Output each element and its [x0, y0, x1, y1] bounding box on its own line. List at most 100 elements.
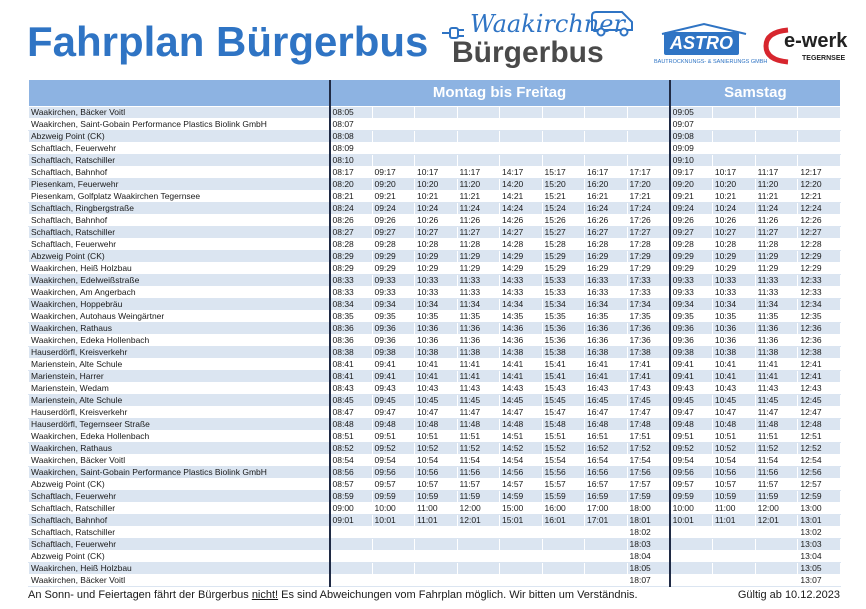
- weekday-time-cell: [584, 561, 628, 575]
- stop-name-cell: Waakirchen, Hoppebräu: [28, 297, 331, 311]
- stop-name-cell: Waakirchen, Rathaus: [28, 441, 331, 455]
- saturday-time-cell: 10:24: [711, 201, 756, 215]
- weekday-time-cell: 14:56: [499, 465, 543, 479]
- weekday-time-cell: 15:33: [541, 285, 585, 299]
- saturday-time-cell: 10:33: [711, 285, 756, 299]
- weekday-time-cell: 10:36: [414, 321, 458, 335]
- weekday-time-cell: [414, 525, 458, 539]
- saturday-time-cell: 11:57: [754, 477, 799, 491]
- weekday-time-cell: 14:41: [499, 357, 543, 371]
- stop-name-cell: Hauserdörfl, Tegernseer Straße: [28, 417, 331, 431]
- weekday-time-cell: 11:33: [456, 273, 500, 287]
- weekday-time-cell: 16:36: [584, 333, 628, 347]
- weekday-time-cell: [456, 129, 500, 143]
- weekday-time-cell: [456, 525, 500, 539]
- weekday-time-cell: [456, 573, 500, 587]
- weekday-time-cell: 10:47: [414, 405, 458, 419]
- weekday-time-cell: 08:28: [329, 237, 373, 251]
- weekday-time-cell: 16:24: [584, 201, 628, 215]
- weekday-time-cell: 11:24: [456, 201, 500, 215]
- weekday-time-cell: 11:35: [456, 309, 500, 323]
- weekday-time-cell: 15:17: [541, 165, 585, 179]
- weekday-time-cell: 17:01: [584, 513, 628, 527]
- weekday-time-cell: 08:09: [329, 141, 373, 155]
- weekday-time-cell: 17:38: [626, 345, 671, 359]
- weekday-time-cell: 14:59: [499, 489, 543, 503]
- stop-name-cell: Waakirchen, Edelweißstraße: [28, 273, 331, 287]
- saturday-time-cell: [754, 525, 799, 539]
- weekday-time-cell: 16:45: [584, 393, 628, 407]
- saturday-time-cell: 10:29: [711, 261, 756, 275]
- weekday-time-cell: 08:34: [329, 297, 373, 311]
- weekday-time-cell: 09:26: [371, 213, 415, 227]
- weekday-time-cell: 10:27: [414, 225, 458, 239]
- saturday-time-cell: [797, 105, 842, 119]
- stop-name-cell: Schaftlach, Feuerwehr: [28, 537, 331, 551]
- table-row: Waakirchen, Rathaus 08:52 09:52 10:52 11:52 1…: [28, 441, 842, 455]
- weekday-time-cell: 08:07: [329, 117, 373, 131]
- saturday-time-cell: 12:41: [797, 357, 842, 371]
- weekday-time-cell: 10:59: [414, 489, 458, 503]
- stop-name-cell: Abzweig Point (CK): [28, 249, 331, 263]
- stop-name-cell: Waakirchen, Bäcker Voitl: [28, 573, 331, 587]
- weekday-time-cell: 11:34: [456, 297, 500, 311]
- saturday-time-cell: 10:26: [711, 213, 756, 227]
- weekday-time-cell: [499, 549, 543, 563]
- weekday-time-cell: 09:36: [371, 321, 415, 335]
- weekday-time-cell: 08:48: [329, 417, 373, 431]
- saturday-time-cell: 10:59: [711, 489, 756, 503]
- saturday-time-cell: [754, 537, 799, 551]
- weekday-time-cell: 10:36: [414, 333, 458, 347]
- weekday-time-cell: 08:29: [329, 249, 373, 263]
- saturday-time-cell: 12:27: [797, 225, 842, 239]
- table-row: Schaftlach, Ratschiller 08:27 09:27 10:27 11…: [28, 225, 842, 239]
- saturday-time-cell: 13:04: [797, 549, 842, 563]
- weekday-time-cell: [541, 573, 585, 587]
- stop-name-cell: Abzweig Point (CK): [28, 129, 331, 143]
- weekday-time-cell: [414, 129, 458, 143]
- table-row: Schaftlach, Ratschiller 18:02 13:02: [28, 525, 842, 539]
- stop-name-cell: Schaftlach, Bahnhof: [28, 165, 331, 179]
- weekday-time-cell: 15:21: [541, 189, 585, 203]
- weekday-time-cell: [499, 129, 543, 143]
- weekday-time-cell: [329, 537, 373, 551]
- saturday-time-cell: 11:28: [754, 237, 799, 251]
- weekday-time-cell: 16:20: [584, 177, 628, 191]
- saturday-time-cell: 11:29: [754, 261, 799, 275]
- weekday-time-cell: 08:59: [329, 489, 373, 503]
- weekday-time-cell: 15:54: [541, 453, 585, 467]
- saturday-time-cell: 12:20: [797, 177, 842, 191]
- weekday-time-cell: [541, 561, 585, 575]
- weekday-time-cell: [626, 117, 671, 131]
- weekday-time-cell: 09:29: [371, 261, 415, 275]
- weekday-time-cell: 11:38: [456, 345, 500, 359]
- weekday-time-cell: 16:34: [584, 297, 628, 311]
- weekday-time-cell: 10:57: [414, 477, 458, 491]
- weekday-time-cell: 14:29: [499, 261, 543, 275]
- weekday-time-cell: 08:54: [329, 453, 373, 467]
- weekday-header: Montag bis Freitag: [329, 80, 671, 106]
- weekday-time-cell: [371, 561, 415, 575]
- table-row: Hauserdörfl, Kreisverkehr 08:38 09:38 10:38…: [28, 345, 842, 359]
- saturday-time-cell: 11:33: [754, 285, 799, 299]
- weekday-time-cell: 14:27: [499, 225, 543, 239]
- weekday-time-cell: 09:35: [371, 309, 415, 323]
- weekday-time-cell: 11:20: [456, 177, 500, 191]
- saturday-time-cell: [797, 153, 842, 167]
- stop-name-cell: Waakirchen, Saint-Gobain Performance Pla…: [28, 117, 331, 131]
- weekday-time-cell: [371, 141, 415, 155]
- saturday-time-cell: [711, 105, 756, 119]
- weekday-time-cell: 11:41: [456, 357, 500, 371]
- weekday-time-cell: 09:21: [371, 189, 415, 203]
- saturday-time-cell: 13:00: [797, 501, 842, 515]
- stop-name-cell: Waakirchen, Edeka Hollenbach: [28, 333, 331, 347]
- saturday-time-cell: 09:38: [669, 345, 713, 359]
- weekday-time-cell: [456, 117, 500, 131]
- saturday-time-cell: 09:35: [669, 309, 713, 323]
- weekday-time-cell: 17:00: [584, 501, 628, 515]
- weekday-time-cell: 16:33: [584, 273, 628, 287]
- saturday-time-cell: 12:28: [797, 237, 842, 251]
- weekday-time-cell: 14:36: [499, 321, 543, 335]
- weekday-time-cell: 15:52: [541, 441, 585, 455]
- saturday-time-cell: 12:17: [797, 165, 842, 179]
